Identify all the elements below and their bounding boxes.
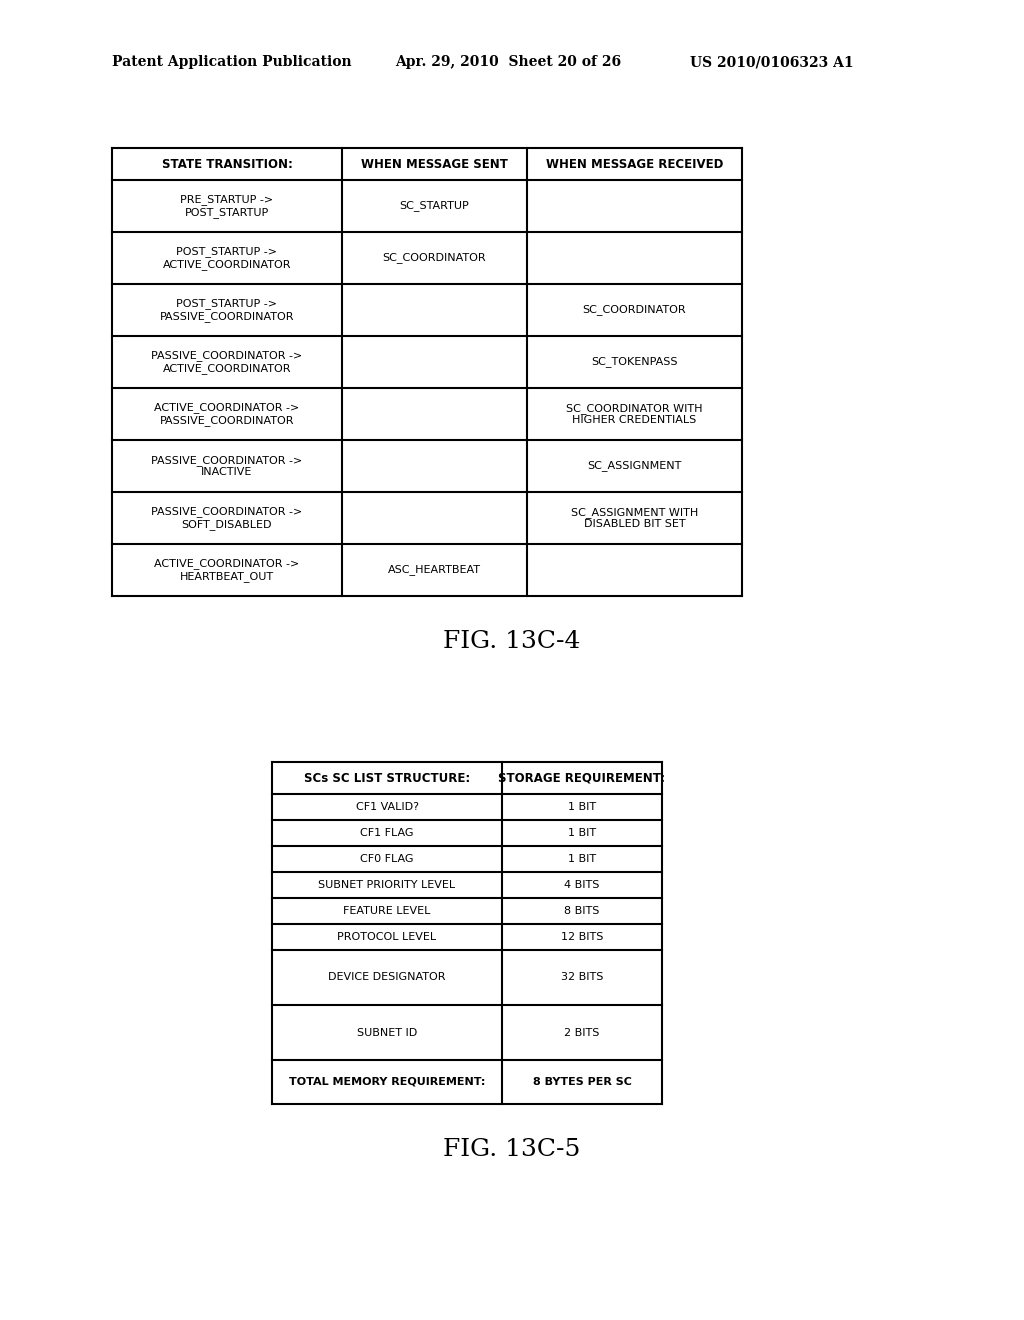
Text: SC_STARTUP: SC_STARTUP (399, 201, 469, 211)
Text: Patent Application Publication: Patent Application Publication (112, 55, 351, 69)
Text: SUBNET ID: SUBNET ID (357, 1027, 417, 1038)
Text: POST_STARTUP ->
PASSIVE_COORDINATOR: POST_STARTUP -> PASSIVE_COORDINATOR (160, 298, 294, 322)
Text: FIG. 13C-4: FIG. 13C-4 (443, 630, 581, 652)
Text: STATE TRANSITION:: STATE TRANSITION: (162, 157, 293, 170)
Text: WHEN MESSAGE SENT: WHEN MESSAGE SENT (361, 157, 508, 170)
Text: PASSIVE_COORDINATOR ->
INACTIVE: PASSIVE_COORDINATOR -> INACTIVE (152, 455, 303, 478)
Text: STORAGE REQUIREMENT:: STORAGE REQUIREMENT: (499, 771, 666, 784)
Text: WHEN MESSAGE RECEIVED: WHEN MESSAGE RECEIVED (546, 157, 723, 170)
Text: 12 BITS: 12 BITS (561, 932, 603, 942)
Text: CF1 VALID?: CF1 VALID? (355, 803, 419, 812)
Text: SC_TOKENPASS: SC_TOKENPASS (591, 356, 678, 367)
Text: TOTAL MEMORY REQUIREMENT:: TOTAL MEMORY REQUIREMENT: (289, 1077, 485, 1086)
Text: Apr. 29, 2010  Sheet 20 of 26: Apr. 29, 2010 Sheet 20 of 26 (395, 55, 622, 69)
Text: SC_COORDINATOR WITH
HIGHER CREDENTIALS: SC_COORDINATOR WITH HIGHER CREDENTIALS (566, 403, 702, 425)
Text: ACTIVE_COORDINATOR ->
HEARTBEAT_OUT: ACTIVE_COORDINATOR -> HEARTBEAT_OUT (155, 558, 300, 582)
Text: DEVICE DESIGNATOR: DEVICE DESIGNATOR (329, 973, 445, 982)
Text: 4 BITS: 4 BITS (564, 880, 600, 890)
Text: 32 BITS: 32 BITS (561, 973, 603, 982)
Text: CF1 FLAG: CF1 FLAG (360, 828, 414, 838)
Text: ACTIVE_COORDINATOR ->
PASSIVE_COORDINATOR: ACTIVE_COORDINATOR -> PASSIVE_COORDINATO… (155, 403, 300, 426)
Text: PASSIVE_COORDINATOR ->
ACTIVE_COORDINATOR: PASSIVE_COORDINATOR -> ACTIVE_COORDINATO… (152, 350, 303, 374)
Text: POST_STARTUP ->
ACTIVE_COORDINATOR: POST_STARTUP -> ACTIVE_COORDINATOR (163, 247, 291, 269)
Text: 1 BIT: 1 BIT (568, 828, 596, 838)
Text: SC_COORDINATOR: SC_COORDINATOR (383, 252, 486, 264)
Text: PRE_STARTUP ->
POST_STARTUP: PRE_STARTUP -> POST_STARTUP (180, 194, 273, 218)
Text: 2 BITS: 2 BITS (564, 1027, 600, 1038)
Text: SC_COORDINATOR: SC_COORDINATOR (583, 305, 686, 315)
Text: SC_ASSIGNMENT WITH
DISABLED BIT SET: SC_ASSIGNMENT WITH DISABLED BIT SET (570, 507, 698, 529)
Text: US 2010/0106323 A1: US 2010/0106323 A1 (690, 55, 854, 69)
Text: 8 BITS: 8 BITS (564, 906, 600, 916)
Text: PROTOCOL LEVEL: PROTOCOL LEVEL (338, 932, 436, 942)
Text: 8 BYTES PER SC: 8 BYTES PER SC (532, 1077, 632, 1086)
Text: PASSIVE_COORDINATOR ->
SOFT_DISABLED: PASSIVE_COORDINATOR -> SOFT_DISABLED (152, 507, 303, 529)
Text: SCs SC LIST STRUCTURE:: SCs SC LIST STRUCTURE: (304, 771, 470, 784)
Text: FIG. 13C-5: FIG. 13C-5 (443, 1138, 581, 1160)
Text: 1 BIT: 1 BIT (568, 803, 596, 812)
Text: CF0 FLAG: CF0 FLAG (360, 854, 414, 865)
Text: FEATURE LEVEL: FEATURE LEVEL (343, 906, 431, 916)
Text: SUBNET PRIORITY LEVEL: SUBNET PRIORITY LEVEL (318, 880, 456, 890)
Text: SC_ASSIGNMENT: SC_ASSIGNMENT (588, 461, 682, 471)
Text: 1 BIT: 1 BIT (568, 854, 596, 865)
Text: ASC_HEARTBEAT: ASC_HEARTBEAT (388, 565, 481, 576)
